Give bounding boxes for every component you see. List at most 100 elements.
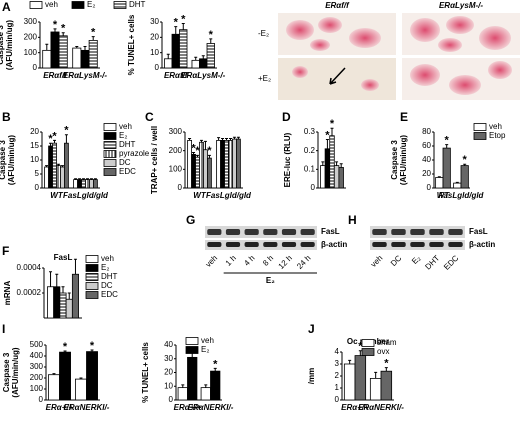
legend-swatch bbox=[185, 346, 199, 354]
legend-label: DHT bbox=[119, 140, 136, 149]
lane-label: EDC bbox=[442, 253, 460, 271]
significance: * bbox=[191, 142, 196, 154]
y-axis-label: TRAP+ cells / well bbox=[150, 126, 159, 194]
bar bbox=[191, 153, 196, 189]
significance: * bbox=[91, 26, 96, 38]
significance: * bbox=[209, 29, 214, 41]
band bbox=[207, 242, 222, 247]
error-bar bbox=[348, 359, 352, 364]
y-tick-label: 20 bbox=[150, 32, 159, 41]
legend-swatch bbox=[103, 123, 117, 131]
error-bar bbox=[45, 43, 49, 51]
band bbox=[372, 242, 387, 247]
y-tick-label: 3 bbox=[335, 359, 340, 368]
error-bar bbox=[181, 23, 185, 30]
y-tick-label: 30 bbox=[150, 17, 159, 26]
error-bar bbox=[166, 53, 170, 59]
bar bbox=[179, 29, 188, 69]
band bbox=[429, 229, 444, 235]
legend-swatch bbox=[103, 168, 117, 176]
y-axis-label: Caspase 3 bbox=[390, 140, 399, 180]
band bbox=[244, 242, 259, 247]
y-tick-label: 100 bbox=[169, 164, 183, 173]
x-tick-label: ERαf/f bbox=[164, 71, 189, 80]
y-tick-label: 0.3 bbox=[304, 127, 316, 136]
x-tick-label: ERαLysM-/- bbox=[181, 71, 225, 80]
bar bbox=[80, 49, 90, 69]
y-axis-label: (AFU/min/ug) bbox=[11, 347, 20, 398]
significance: * bbox=[63, 341, 68, 353]
y-tick-label: 300 bbox=[30, 362, 44, 371]
y-tick-label: 0 bbox=[35, 183, 40, 192]
y-axis-label: mRNA bbox=[3, 281, 12, 306]
bar bbox=[89, 179, 94, 189]
y-axis-label: (AFU/min/ug) bbox=[5, 20, 14, 71]
error-bar bbox=[203, 140, 207, 150]
bar bbox=[88, 40, 98, 69]
significance: * bbox=[358, 341, 363, 353]
x-tick-label: FasLgld/gld bbox=[439, 191, 485, 200]
x-tick-label: ERαLysM-/- bbox=[63, 71, 107, 80]
y-tick-label: 100 bbox=[30, 384, 44, 393]
y-tick-label: 0 bbox=[169, 395, 174, 404]
bar bbox=[59, 351, 71, 401]
significance: * bbox=[207, 145, 212, 157]
panel-label: E bbox=[400, 110, 408, 124]
significance: * bbox=[195, 145, 200, 157]
x-tick-label: ERα+/+ bbox=[46, 403, 74, 412]
micrograph bbox=[278, 58, 396, 100]
error-bar bbox=[53, 139, 57, 144]
error-bar bbox=[209, 38, 213, 44]
bar bbox=[343, 363, 356, 401]
bar bbox=[64, 142, 69, 189]
y-axis-label: % TUNEL+ cells bbox=[141, 342, 150, 403]
bar bbox=[236, 138, 241, 189]
x-tick-label: ERα+/+ bbox=[174, 403, 202, 412]
legend-swatch bbox=[361, 348, 375, 356]
panel-label: G bbox=[186, 213, 195, 227]
legend-label: veh bbox=[201, 336, 214, 345]
bar bbox=[71, 273, 79, 319]
band bbox=[263, 229, 278, 235]
band bbox=[410, 242, 425, 247]
y-axis-label: Caspase 3 bbox=[2, 352, 11, 392]
error-bar bbox=[325, 138, 329, 149]
x-tick-label: ERαNERKI/- bbox=[188, 403, 234, 412]
band bbox=[281, 229, 297, 235]
bar bbox=[220, 139, 225, 189]
lane-label: 8 h bbox=[261, 254, 275, 268]
bar bbox=[380, 370, 393, 401]
bar bbox=[460, 165, 469, 189]
legend-label: EDC bbox=[119, 167, 136, 176]
legend-label: DC bbox=[101, 281, 113, 290]
bar bbox=[81, 179, 86, 189]
y-tick-label: 20 bbox=[422, 169, 431, 178]
error-bar bbox=[207, 154, 211, 159]
lane-label: 1 h bbox=[224, 254, 238, 268]
bar bbox=[86, 351, 98, 401]
bar bbox=[453, 182, 462, 189]
legend-swatch bbox=[71, 1, 85, 9]
lane-label: DC bbox=[389, 253, 404, 268]
band bbox=[300, 242, 315, 247]
error-bar bbox=[339, 163, 343, 168]
bar bbox=[44, 166, 49, 189]
row-label: -E₂ bbox=[258, 29, 269, 38]
bar bbox=[216, 139, 221, 189]
legend-label: DC bbox=[119, 158, 131, 167]
micrographs bbox=[278, 13, 520, 100]
band bbox=[300, 229, 315, 235]
bar bbox=[73, 179, 78, 189]
y-tick-label: 0 bbox=[39, 395, 44, 404]
y-tick-label: 0 bbox=[335, 395, 340, 404]
lane-label: 24 h bbox=[295, 254, 312, 271]
y-tick-label: 0.1 bbox=[304, 164, 316, 173]
legend-swatch bbox=[85, 255, 99, 263]
bar bbox=[435, 177, 444, 189]
y-tick-label: 40 bbox=[422, 155, 431, 164]
significance: * bbox=[90, 340, 95, 352]
legend-label: pyrazole bbox=[119, 149, 150, 158]
y-tick-label: 200 bbox=[30, 373, 44, 382]
band-label: FasL bbox=[469, 227, 488, 236]
